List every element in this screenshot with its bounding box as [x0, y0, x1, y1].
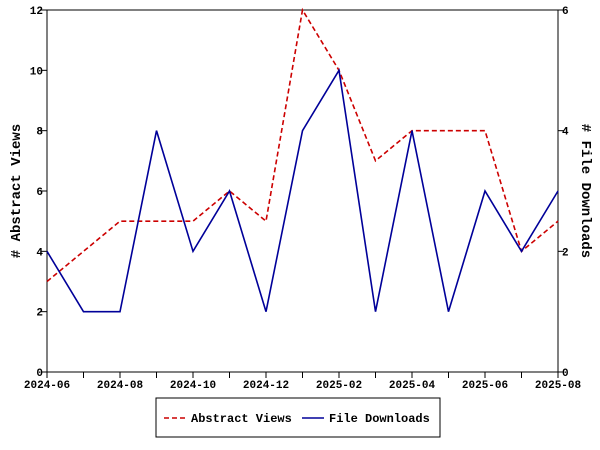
- legend-label: File Downloads: [329, 412, 430, 426]
- y-tick-label: 4: [36, 247, 43, 259]
- series-line: [46, 7, 559, 283]
- x-tick-label: 2025-02: [316, 380, 362, 392]
- y-tick-label: 0: [36, 368, 43, 380]
- y2-tick-label: 0: [562, 368, 569, 380]
- x-tick-label: 2024-12: [243, 380, 289, 392]
- x-tick-label: 2024-06: [24, 380, 70, 392]
- plot-frame: [46, 9, 559, 373]
- x-tick-label: 2025-06: [462, 380, 508, 392]
- y-tick-label: 6: [36, 187, 43, 199]
- y-tick-label: 2: [36, 308, 43, 320]
- x-tick-label: 2024-08: [97, 380, 144, 392]
- legend-label: Abstract Views: [191, 412, 292, 426]
- x-tick-label: 2025-04: [389, 380, 436, 392]
- y-tick-label: 10: [30, 66, 43, 78]
- y-tick-label: 8: [36, 127, 43, 139]
- y2-tick-label: 6: [562, 6, 569, 18]
- y2-axis-title: # File Downloads: [577, 124, 593, 258]
- y2-tick-label: 2: [562, 247, 569, 259]
- y-axis-title: # Abstract Views: [9, 124, 25, 258]
- y-tick-label: 12: [30, 6, 43, 18]
- legend-box: [155, 397, 441, 438]
- y2-tick-label: 4: [562, 127, 569, 139]
- x-tick-label: 2024-10: [170, 380, 216, 392]
- x-tick-label: 2025-08: [535, 380, 582, 392]
- series-line: [46, 68, 559, 313]
